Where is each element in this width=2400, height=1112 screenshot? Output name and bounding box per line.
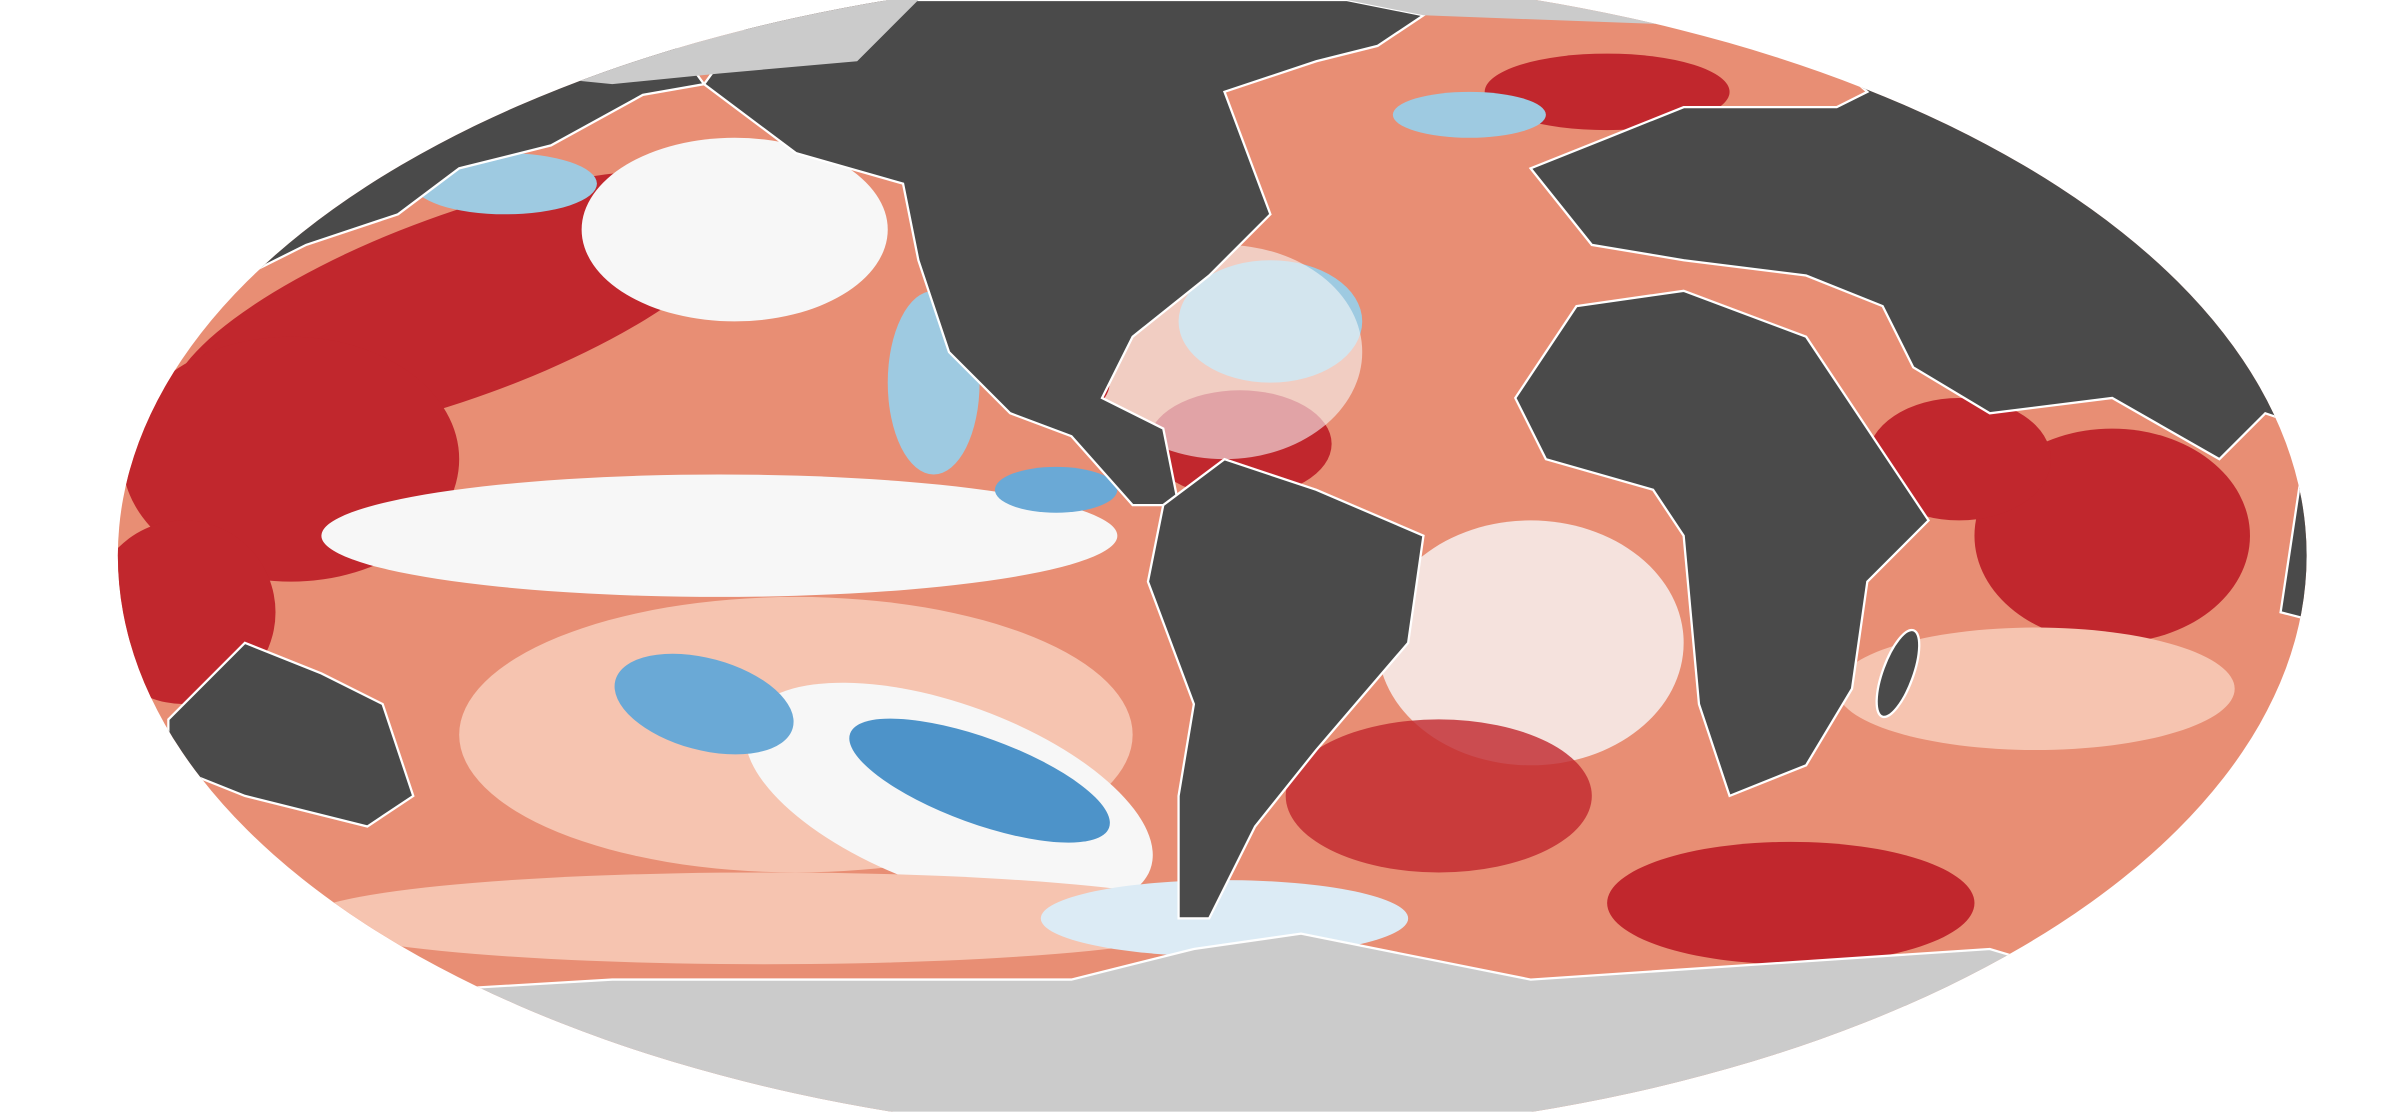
ice: [350, 0, 2145, 1112]
asia-west-edge: [2279, 458, 2307, 645]
north-america: [702, 0, 1427, 507]
anomaly-patches: [117, 53, 2250, 965]
africa: [1513, 289, 1931, 798]
south-america: [1146, 457, 1425, 920]
antarctica: [350, 932, 2145, 1112]
madagascar: [1875, 628, 1921, 719]
arctic: [459, 0, 2021, 85]
